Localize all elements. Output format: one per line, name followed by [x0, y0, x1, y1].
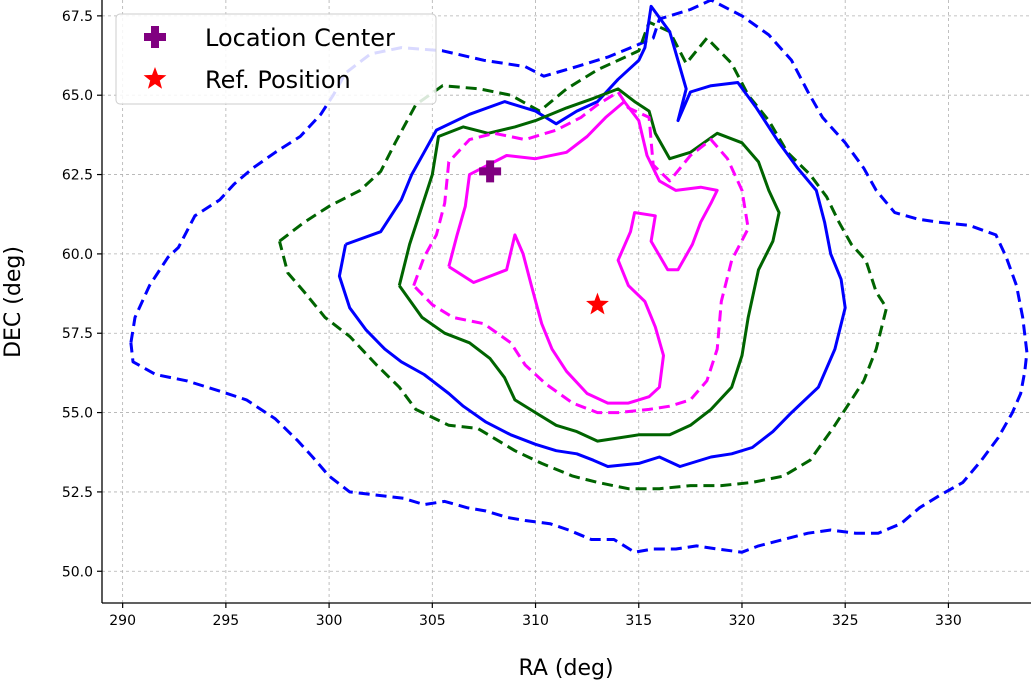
y-tick-label: 52.5: [62, 485, 93, 501]
y-tick-label: 67.5: [62, 9, 93, 25]
y-tick-label: 62.5: [62, 168, 93, 184]
contour-line-6: [447, 100, 719, 405]
x-ticks: 290 295 300 305 310 315 320 325 330: [109, 603, 962, 629]
star-marker-icon: [143, 67, 167, 89]
legend-label-location-center: Location Center: [205, 24, 395, 52]
legend-label-ref-position: Ref. Position: [205, 66, 351, 94]
contour-lines: [129, 0, 1029, 554]
plus-marker-icon: [144, 26, 166, 48]
contour-line-2: [278, 20, 888, 491]
legend-item-ref-position: Ref. Position: [143, 66, 351, 94]
x-tick-label: 290: [109, 613, 136, 629]
point-markers: [479, 160, 609, 315]
x-tick-label: 300: [316, 613, 343, 629]
y-tick-label: 50.0: [62, 564, 93, 580]
x-tick-label: 330: [935, 613, 962, 629]
x-tick-label: 310: [522, 613, 549, 629]
contour-line-3: [337, 4, 847, 468]
legend-item-location-center: Location Center: [144, 24, 395, 52]
y-tick-label: 55.0: [62, 406, 93, 422]
x-tick-label: 325: [832, 613, 859, 629]
y-tick-label: 65.0: [62, 88, 93, 104]
ref-position-marker: [586, 292, 609, 315]
legend-box: [115, 13, 437, 105]
y-ticks: 50.0 52.5 55.0 57.5 60.0 62.5 65.0 67.5: [62, 9, 102, 580]
contour-line-1: [129, 0, 1029, 554]
y-tick-label: 60.0: [62, 247, 93, 263]
contour-line-4: [397, 87, 781, 443]
x-tick-label: 295: [212, 613, 239, 629]
legend: Location Center Ref. Position: [115, 13, 437, 105]
x-tick-label: 305: [419, 613, 446, 629]
y-axis-label: DEC (deg): [1, 246, 26, 358]
location-center-marker: [479, 160, 502, 183]
x-tick-label: 320: [729, 613, 756, 629]
contour-line-5: [412, 90, 750, 415]
x-tick-label: 315: [625, 613, 652, 629]
y-tick-label: 57.5: [62, 326, 93, 342]
axes: [101, 0, 1031, 604]
x-axis-label: RA (deg): [518, 656, 613, 681]
